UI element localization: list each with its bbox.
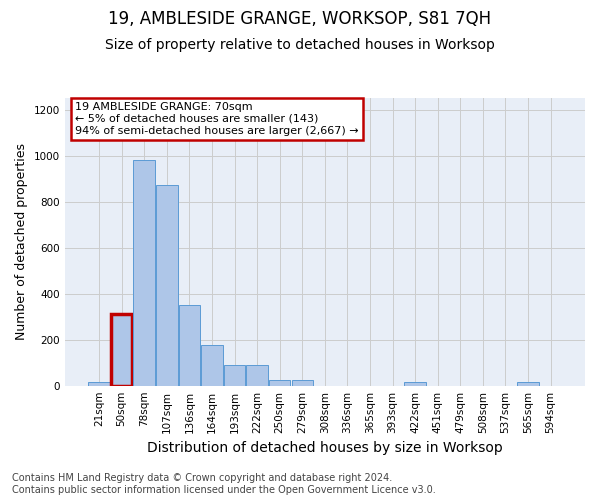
Bar — [224, 365, 245, 386]
Text: Size of property relative to detached houses in Worksop: Size of property relative to detached ho… — [105, 38, 495, 52]
Bar — [292, 380, 313, 386]
Bar — [269, 380, 290, 386]
Bar — [88, 382, 110, 386]
Bar — [247, 365, 268, 386]
Bar — [201, 346, 223, 386]
Text: 19, AMBLESIDE GRANGE, WORKSOP, S81 7QH: 19, AMBLESIDE GRANGE, WORKSOP, S81 7QH — [109, 10, 491, 28]
Bar — [404, 382, 426, 386]
Y-axis label: Number of detached properties: Number of detached properties — [15, 144, 28, 340]
Text: Contains HM Land Registry data © Crown copyright and database right 2024.
Contai: Contains HM Land Registry data © Crown c… — [12, 474, 436, 495]
X-axis label: Distribution of detached houses by size in Worksop: Distribution of detached houses by size … — [147, 441, 503, 455]
Bar — [179, 305, 200, 386]
Bar — [133, 160, 155, 386]
Bar — [517, 382, 539, 386]
Text: 19 AMBLESIDE GRANGE: 70sqm
← 5% of detached houses are smaller (143)
94% of semi: 19 AMBLESIDE GRANGE: 70sqm ← 5% of detac… — [75, 102, 359, 136]
Bar — [156, 185, 178, 386]
Bar — [111, 314, 133, 386]
